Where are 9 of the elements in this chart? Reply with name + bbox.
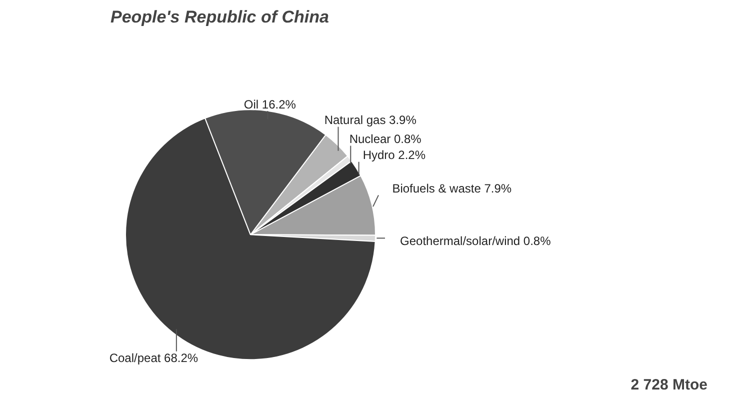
chart-title: People's Republic of China bbox=[110, 8, 329, 26]
slice-label: Coal/peat 68.2% bbox=[109, 351, 198, 366]
slice-label: Biofuels & waste 7.9% bbox=[392, 182, 512, 196]
slice-label: Natural gas 3.9% bbox=[324, 113, 417, 128]
slice-label: Oil 16.2% bbox=[244, 97, 296, 112]
slice-label: Nuclear 0.8% bbox=[349, 132, 422, 146]
slice-label: Geothermal/solar/wind 0.8% bbox=[400, 234, 552, 248]
text: 2 728 Mtoe bbox=[630, 376, 708, 394]
slice-label: Hydro 2.2% bbox=[362, 148, 426, 162]
